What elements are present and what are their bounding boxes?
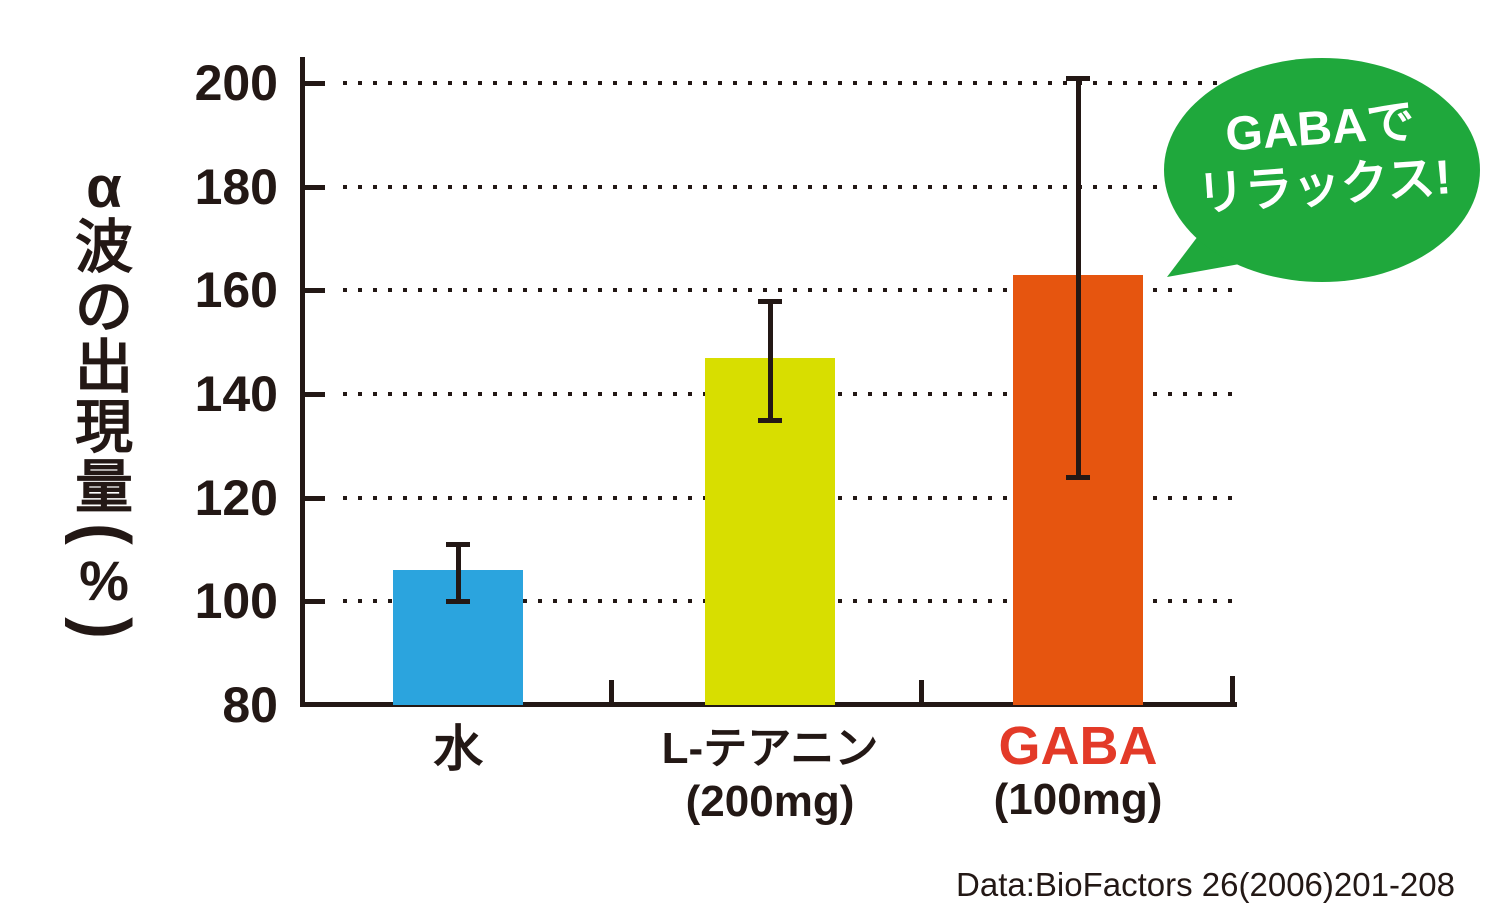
x-axis-tick — [919, 680, 924, 702]
y-tick-label: 120 — [194, 469, 278, 526]
y-axis-title-char: % — [79, 549, 129, 612]
y-tick-label: 140 — [194, 366, 278, 422]
data-source-citation: Data:BioFactors 26(2006)201-208 — [956, 866, 1455, 903]
y-tick-label: 80 — [222, 677, 278, 733]
y-tick-label: 180 — [194, 158, 278, 215]
y-tick-mark — [305, 184, 325, 190]
y-tick-mark — [305, 392, 325, 397]
x-axis-tick — [609, 680, 614, 702]
error-bar-cap-top — [1066, 75, 1090, 81]
y-tick-label: 200 — [194, 55, 278, 111]
y-axis-title-char: 波 — [74, 215, 133, 280]
y-tick-mark — [305, 495, 325, 501]
y-axis-title-char: の — [74, 275, 133, 340]
y-tick-label: 100 — [194, 573, 278, 630]
error-bar-cap-top — [446, 542, 470, 548]
speech-bubble-body — [1164, 58, 1480, 282]
error-bar-cap-bottom — [1066, 474, 1090, 480]
category-dose-label: (200mg) — [685, 777, 855, 826]
gridline — [343, 184, 1235, 189]
y-axis-line — [300, 57, 305, 707]
category-label: 水 — [433, 721, 483, 777]
y-axis-title-char: 量 — [74, 455, 133, 520]
category-dose-label: (100mg) — [993, 775, 1163, 824]
y-tick-mark — [305, 599, 325, 605]
gridline — [343, 288, 1235, 293]
y-tick-label: 160 — [194, 262, 278, 319]
error-bar-line — [768, 300, 773, 420]
category-label: L-テアニン — [661, 724, 879, 773]
y-tick-mark — [305, 81, 325, 86]
speech-bubble — [1164, 58, 1480, 282]
y-axis-title-char: 出 — [74, 335, 133, 400]
error-bar-line — [456, 544, 461, 602]
gridline — [343, 81, 1235, 85]
x-axis-end-tick — [1230, 676, 1235, 702]
error-bar-cap-bottom — [758, 417, 782, 423]
x-label-gaba: GABA (100mg) — [878, 718, 1278, 826]
y-axis-title: α 波の出現量(%) — [63, 155, 144, 644]
category-label: GABA — [998, 716, 1158, 776]
y-tick-mark — [305, 288, 325, 294]
error-bar-cap-bottom — [446, 599, 470, 605]
x-label-theanine: L-テアニン (200mg) — [570, 722, 970, 828]
error-bar-cap-top — [758, 298, 782, 304]
speech-bubble-text: GABAで リラックス! — [1160, 89, 1483, 227]
error-bar-line — [1076, 77, 1081, 477]
y-axis-title-char: 現 — [74, 395, 133, 460]
x-label-water: 水 — [308, 722, 608, 776]
y-axis-title-char: α — [86, 155, 122, 220]
